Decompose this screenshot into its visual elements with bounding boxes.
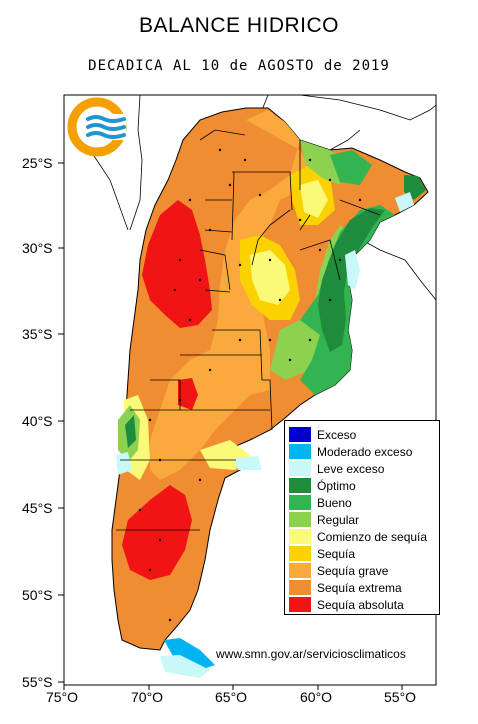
legend-swatch	[289, 461, 311, 476]
legend-label: Bueno	[317, 495, 352, 510]
province-borders	[116, 129, 381, 531]
legend-item: Sequía absoluta	[289, 596, 404, 613]
zone-leve-exceso	[345, 250, 360, 290]
legend-swatch	[289, 444, 311, 459]
legend-swatch	[289, 529, 311, 544]
legend-item: Sequía grave	[289, 562, 388, 579]
lon-tick-label: 75°O	[46, 689, 78, 705]
legend-item: Comienzo de sequía	[289, 528, 427, 545]
longitude-axis: 75°O 70°O 65°O 60°O 55°O	[46, 685, 416, 705]
smn-logo-icon	[67, 97, 127, 157]
lat-tick-label: 25°S	[22, 155, 53, 171]
station-dots	[138, 148, 362, 622]
zone-optimo	[318, 208, 385, 352]
legend-item: Óptimo	[289, 477, 356, 494]
lat-tick-label: 35°S	[22, 326, 53, 342]
legend-swatch	[289, 495, 311, 510]
legend-label: Moderado exceso	[317, 444, 413, 459]
lat-tick-label: 45°S	[22, 500, 53, 516]
legend-swatch	[289, 512, 311, 527]
legend-item: Exceso	[289, 426, 356, 443]
zone-comienzo-sequia	[250, 250, 290, 305]
legend-label: Exceso	[317, 427, 357, 442]
legend-label: Regular	[317, 512, 360, 527]
legend-label: Leve exceso	[317, 461, 385, 476]
zone-sequia-absoluta	[142, 200, 212, 328]
legend-item: Sequía extrema	[289, 579, 402, 596]
map-title: BALANCE HIDRICO	[138, 14, 340, 37]
lon-tick-label: 70°O	[131, 689, 163, 705]
legend-swatch	[289, 546, 311, 561]
lon-tick-label: 60°O	[300, 689, 332, 705]
legend-swatch	[289, 478, 311, 493]
legend-item: Moderado exceso	[289, 443, 412, 460]
legend-swatch	[289, 597, 311, 612]
legend-label: Sequía extrema	[317, 580, 402, 595]
map-subtitle: DECADICA AL 10 de AGOSTO de 2019	[88, 58, 390, 74]
legend-item: Bueno	[289, 494, 352, 511]
source-credit[interactable]: www.smn.gov.ar/serviciosclimaticos	[216, 647, 406, 661]
legend-label: Óptimo	[317, 478, 356, 493]
lat-tick-label: 40°S	[22, 413, 53, 429]
legend-label: Sequía grave	[317, 563, 389, 578]
latitude-axis: 25°S 30°S 35°S 40°S 45°S 50°S 55°S	[22, 155, 64, 690]
legend-swatch	[289, 580, 311, 595]
lat-tick-label: 55°S	[22, 674, 53, 690]
lat-tick-label: 30°S	[22, 240, 53, 256]
lon-tick-label: 65°O	[215, 689, 247, 705]
map-legend: Exceso Moderado exceso Leve exceso Óptimo Bu…	[284, 420, 440, 615]
zone-bueno	[300, 205, 395, 395]
lat-tick-label: 50°S	[22, 587, 53, 603]
legend-swatch	[289, 427, 311, 442]
legend-item: Leve exceso	[289, 460, 384, 477]
legend-item: Sequía	[289, 545, 355, 562]
legend-label: Comienzo de sequía	[317, 529, 428, 544]
legend-label: Sequía absoluta	[317, 597, 404, 612]
legend-label: Sequía	[317, 546, 356, 561]
legend-item: Regular	[289, 511, 359, 528]
legend-swatch	[289, 563, 311, 578]
lon-tick-label: 55°O	[384, 689, 416, 705]
